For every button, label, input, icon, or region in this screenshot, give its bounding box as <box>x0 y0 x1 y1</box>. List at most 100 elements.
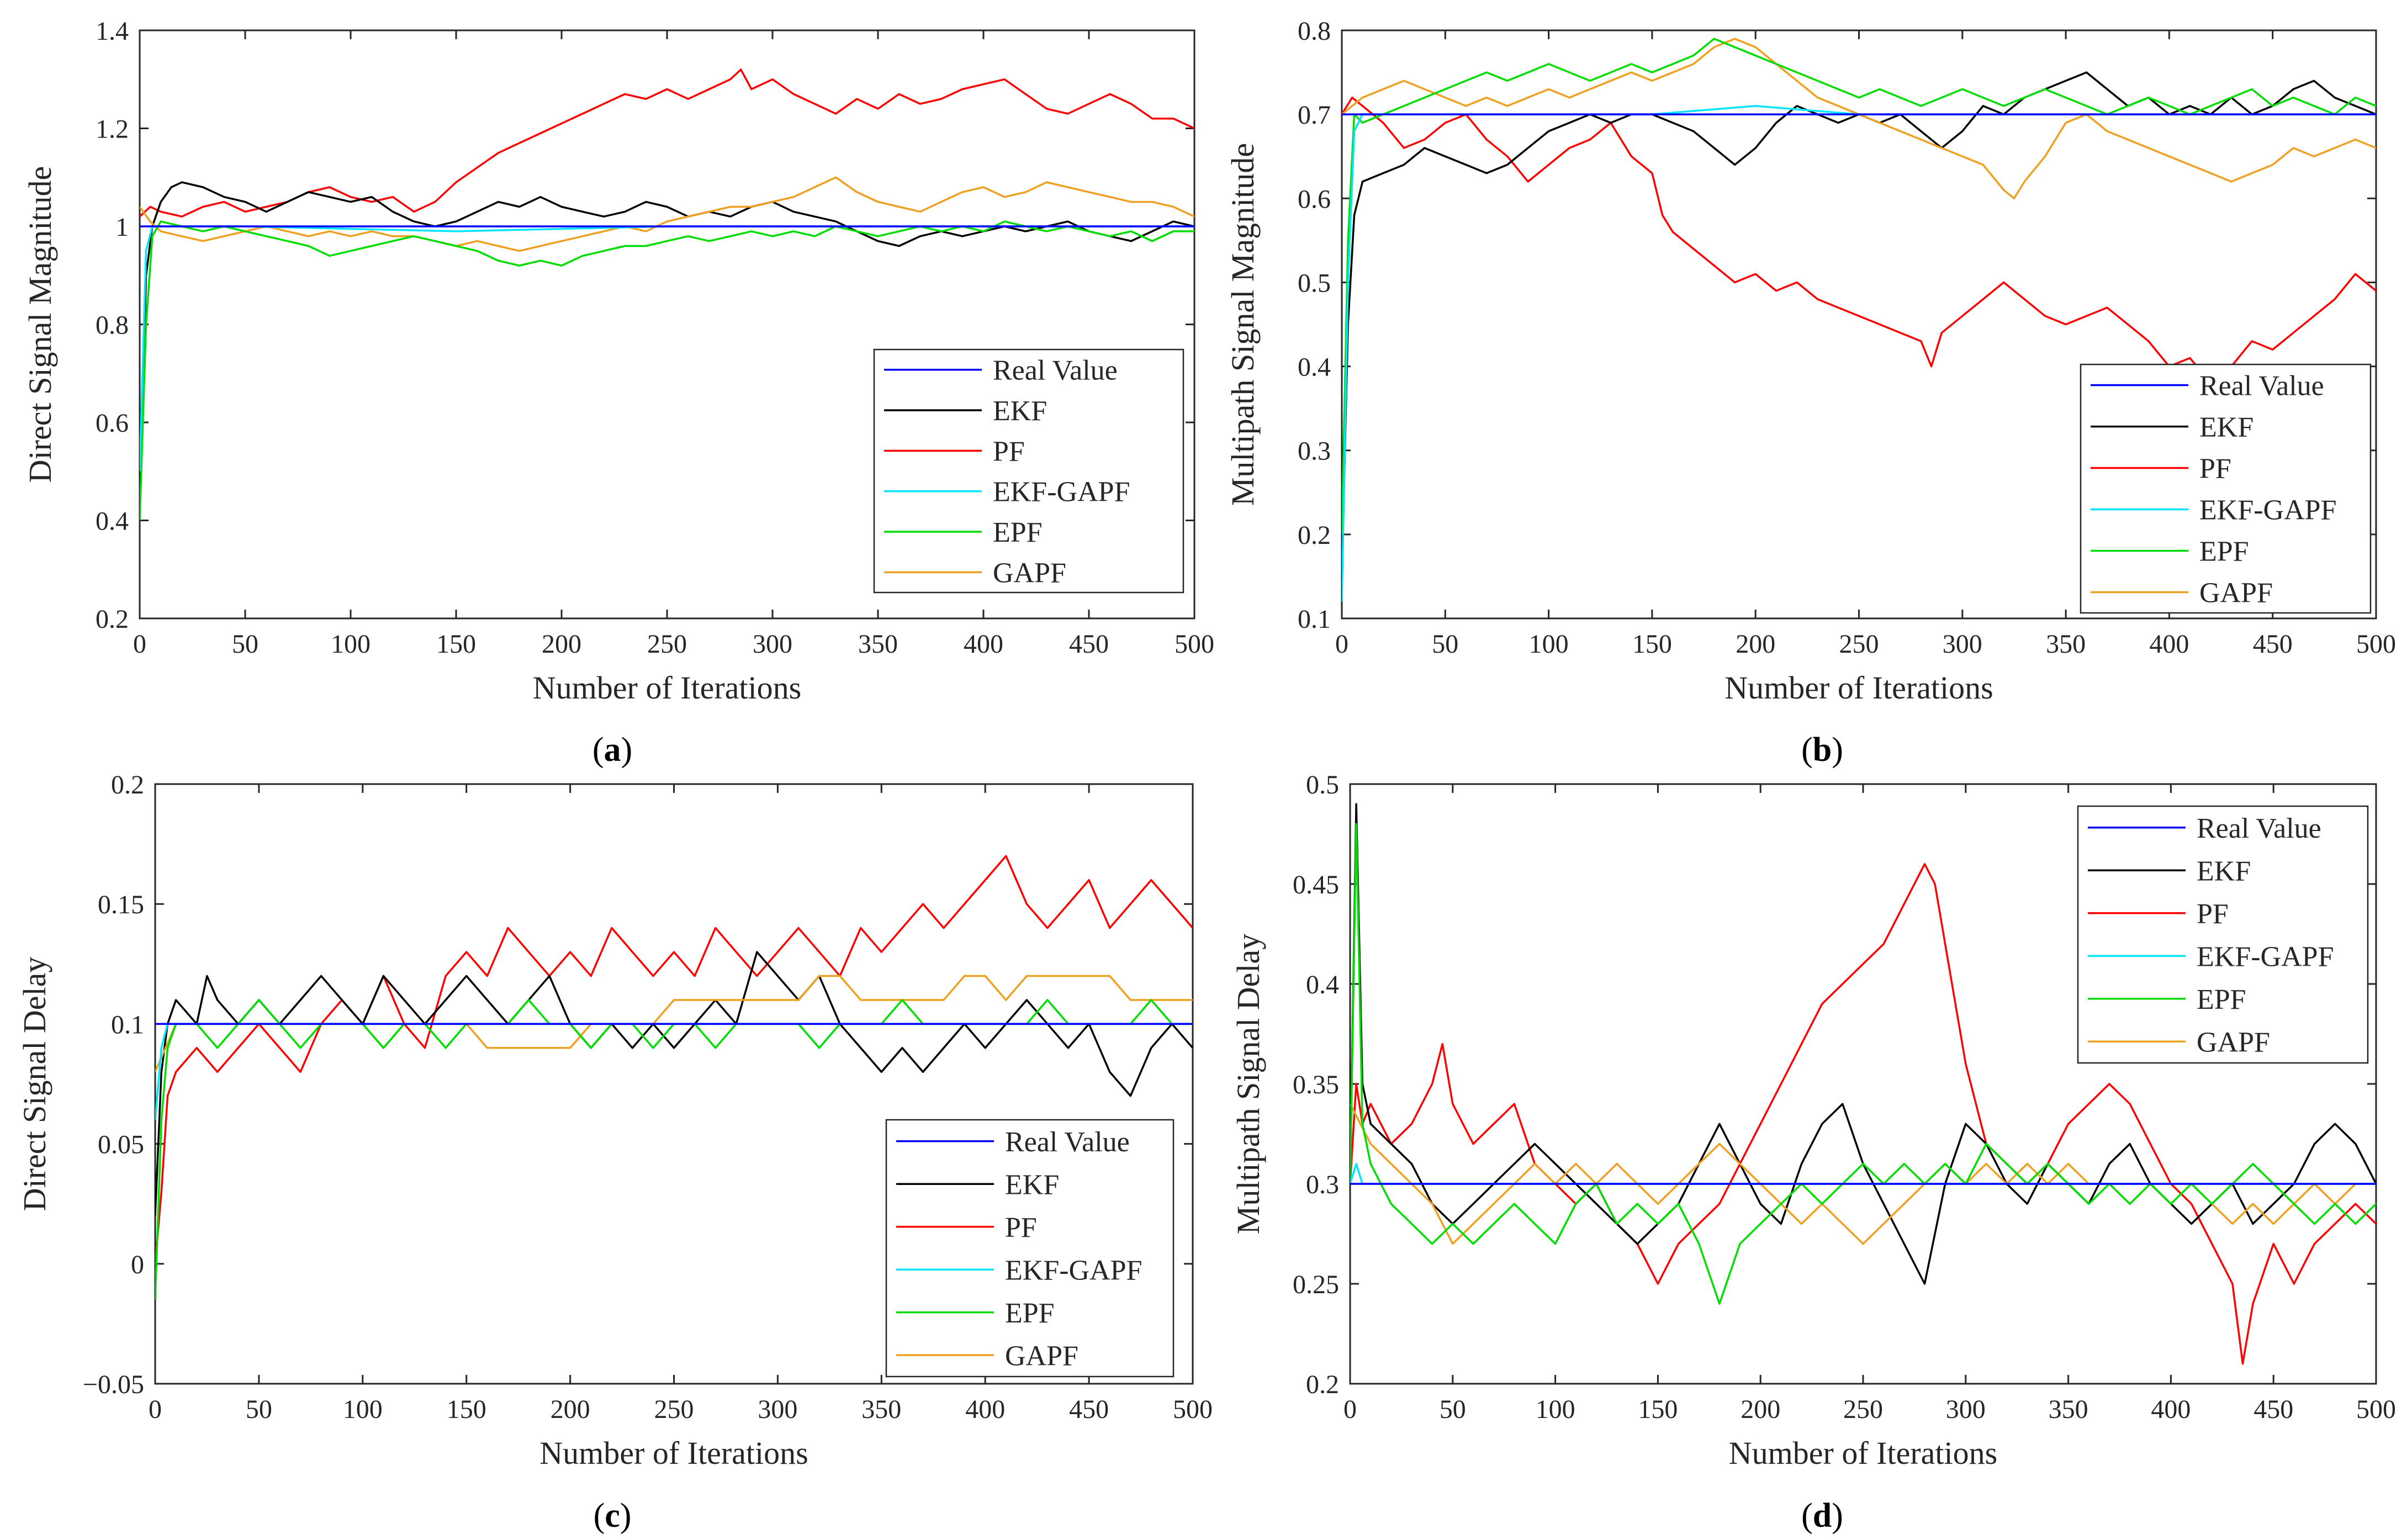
legend: Real Value EKF PF EKF-GAPF EPF GAPF <box>2080 363 2372 614</box>
y-tick-label: 0.2 <box>1306 1370 1339 1399</box>
x-tick-label: 450 <box>2253 1395 2293 1424</box>
y-axis-label: Multipath Signal Delay <box>1230 934 1266 1235</box>
x-tick-label: 150 <box>436 629 476 659</box>
series-line-epf <box>1342 38 2376 534</box>
x-tick-label: 450 <box>2253 629 2293 659</box>
y-tick-label: −0.05 <box>83 1370 144 1399</box>
legend-entry-label: Real Value <box>1005 1126 1130 1158</box>
caption-paren-close: ) <box>621 731 633 769</box>
legend-entry-label: EPF <box>2197 984 2246 1015</box>
legend-entry-label: EKF <box>993 395 1047 427</box>
y-tick-label: 0.4 <box>96 507 129 536</box>
caption-letter: a <box>604 731 621 769</box>
y-tick-label: 0.3 <box>1298 437 1331 466</box>
y-tick-label: 0.5 <box>1306 770 1339 800</box>
legend-entry-label: GAPF <box>2199 578 2273 609</box>
x-tick-label: 250 <box>1839 629 1879 659</box>
x-axis-label: Number of Iterations <box>533 670 801 706</box>
legend-entry-label: EKF-GAPF <box>2199 495 2337 526</box>
series-lines <box>1350 803 2376 1365</box>
caption-letter: b <box>1813 731 1832 769</box>
x-axis-label: Number of Iterations <box>1724 670 1993 706</box>
panel-caption: (d) <box>1801 1497 1843 1534</box>
x-tick-label: 400 <box>2149 629 2189 659</box>
caption-paren-open: ( <box>593 731 604 769</box>
x-tick-label: 0 <box>149 1395 162 1424</box>
x-tick-label: 450 <box>1069 629 1109 659</box>
y-tick-label: 0.8 <box>1298 17 1331 46</box>
legend-entry-label: EKF <box>2197 855 2251 887</box>
x-tick-label: 250 <box>654 1395 694 1424</box>
x-tick-label: 50 <box>246 1395 272 1424</box>
series-line-pf <box>1342 96 2376 384</box>
caption-paren-open: ( <box>594 1497 605 1534</box>
panel-caption: (b) <box>1801 731 1843 769</box>
series-line-ekf <box>1350 803 2376 1285</box>
legend-entry-label: Real Value <box>2197 813 2321 844</box>
y-axis-label: Multipath Signal Magnitude <box>1225 143 1261 506</box>
y-tick-label: 0.7 <box>1298 100 1331 130</box>
legend-box <box>2080 363 2372 614</box>
legend-box <box>873 348 1184 594</box>
x-tick-label: 250 <box>647 629 687 659</box>
x-tick-label: 150 <box>1638 1395 1678 1424</box>
legend: Real Value EKF PF EKF-GAPF EPF GAPF <box>885 1119 1175 1378</box>
y-tick-label: 0.05 <box>98 1130 144 1160</box>
chart-panel-a: 0 50 100 150 200 250 300 350 400 450 500 0.2 0.4 0.6 0… <box>22 17 1214 769</box>
series-line-epf <box>140 220 1194 521</box>
y-tick-label: 0.6 <box>1298 184 1331 214</box>
x-tick-label: 350 <box>2049 1395 2088 1424</box>
x-tick-label: 100 <box>331 629 371 659</box>
legend-entry-label: PF <box>2199 453 2231 485</box>
x-tick-label: 200 <box>1736 629 1775 659</box>
x-tick-label: 400 <box>2151 1395 2191 1424</box>
y-tick-label: 0.3 <box>1306 1170 1339 1199</box>
y-tick-label: 0.35 <box>1293 1070 1339 1099</box>
y-axis-label: Direct Signal Magnitude <box>22 166 58 483</box>
x-tick-label: 300 <box>1946 1395 1986 1424</box>
y-tick-label: 0.6 <box>96 409 129 438</box>
y-tick-label: 0.2 <box>1298 521 1331 550</box>
series-line-ekf <box>1342 71 2376 576</box>
legend-entry-label: Real Value <box>993 355 1118 387</box>
x-tick-label: 200 <box>542 629 581 659</box>
x-tick-label: 150 <box>447 1395 486 1424</box>
legend-entry-label: EKF-GAPF <box>2197 941 2334 972</box>
x-tick-label: 500 <box>2356 1395 2396 1424</box>
caption-paren-open: ( <box>1801 1497 1813 1534</box>
x-tick-label: 0 <box>1335 629 1348 659</box>
legend-entry-label: EKF-GAPF <box>993 477 1130 508</box>
y-tick-label: 0.1 <box>1298 605 1331 634</box>
y-tick-label: 1 <box>115 213 129 242</box>
x-tick-label: 350 <box>2046 629 2086 659</box>
caption-paren-close: ) <box>620 1497 632 1534</box>
x-tick-label: 300 <box>758 1395 797 1424</box>
legend-entry-label: EKF <box>2199 412 2253 443</box>
y-axis-label: Direct Signal Delay <box>17 957 52 1211</box>
legend-entry-label: EPF <box>2199 536 2249 568</box>
y-tick-label: 0.25 <box>1293 1270 1339 1299</box>
x-tick-label: 50 <box>232 629 258 659</box>
series-line-pf <box>1350 863 2376 1365</box>
x-tick-label: 450 <box>1069 1395 1109 1424</box>
legend-entry-label: PF <box>993 436 1025 467</box>
x-tick-label: 100 <box>1529 629 1569 659</box>
x-axis-label: Number of Iterations <box>539 1435 808 1471</box>
y-tick-label: 0.45 <box>1293 870 1339 899</box>
x-axis-label: Number of Iterations <box>1729 1435 1997 1471</box>
x-tick-label: 300 <box>753 629 792 659</box>
x-tick-label: 150 <box>1632 629 1672 659</box>
x-tick-label: 200 <box>1741 1395 1780 1424</box>
legend-entry-label: PF <box>2197 898 2229 930</box>
y-tick-label: 0.2 <box>111 770 144 800</box>
x-tick-label: 50 <box>1440 1395 1466 1424</box>
legend-entry-label: GAPF <box>993 557 1066 589</box>
legend-box <box>885 1119 1175 1378</box>
y-tick-label: 0.8 <box>96 311 129 340</box>
x-tick-label: 500 <box>1173 1395 1213 1424</box>
panel-caption: (c) <box>594 1497 632 1534</box>
series-lines <box>155 855 1193 1300</box>
x-tick-label: 400 <box>964 629 1003 659</box>
y-tick-label: 0 <box>131 1250 144 1279</box>
